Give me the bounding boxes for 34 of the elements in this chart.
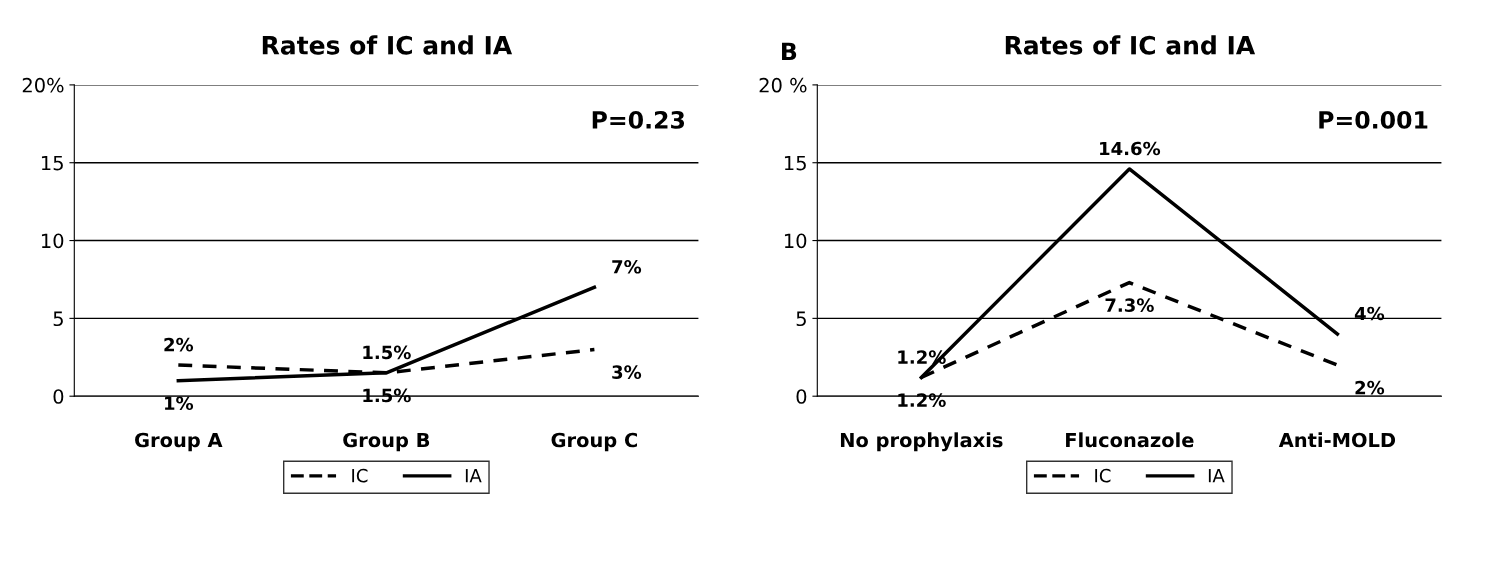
legend-label: IA	[1208, 469, 1225, 483]
y-tick-label: 20 %	[759, 77, 807, 93]
legend-label: IC	[352, 468, 368, 483]
annotation: P=0.001	[1319, 110, 1428, 129]
data-label: 2%	[1355, 380, 1385, 395]
data-label: 14.6%	[1100, 141, 1161, 156]
data-label: 2%	[164, 337, 194, 352]
data-label: 7.3%	[1105, 298, 1154, 312]
x-tick-label: No prophylaxis	[840, 432, 1003, 452]
x-tick-label: Group A	[135, 432, 223, 452]
x-tick-label: Group C	[551, 432, 638, 452]
legend-label: IC	[1095, 468, 1111, 483]
data-label: 1.2%	[898, 393, 946, 407]
y-tick-label: 15	[41, 155, 63, 171]
data-label: 1.5%	[363, 345, 411, 360]
legend-label: IA	[465, 469, 482, 483]
text: B	[782, 42, 797, 60]
x-tick-label: Fluconazole	[1066, 432, 1194, 448]
x-tick-label: Anti-MOLD	[1278, 432, 1396, 448]
y-tick-label: 5	[53, 311, 63, 327]
y-tick-label: 0	[796, 389, 807, 404]
y-tick-label: 10	[41, 233, 64, 249]
data-label: 1%	[165, 396, 194, 411]
y-tick-label: 5	[796, 311, 806, 327]
y-tick-label: 10	[784, 233, 807, 249]
annotation: P=0.23	[592, 110, 685, 129]
y-tick-label: 15	[784, 155, 806, 171]
x-tick-label: Group B	[343, 432, 430, 452]
chart-title: Rates of IC and IA	[1005, 35, 1256, 55]
data-label: 3%	[612, 365, 642, 379]
chart-title: Rates of IC and IA	[262, 35, 513, 55]
data-label: 7%	[612, 259, 642, 274]
y-tick-label: 20%	[22, 77, 64, 93]
y-tick-label: 0	[53, 389, 64, 404]
